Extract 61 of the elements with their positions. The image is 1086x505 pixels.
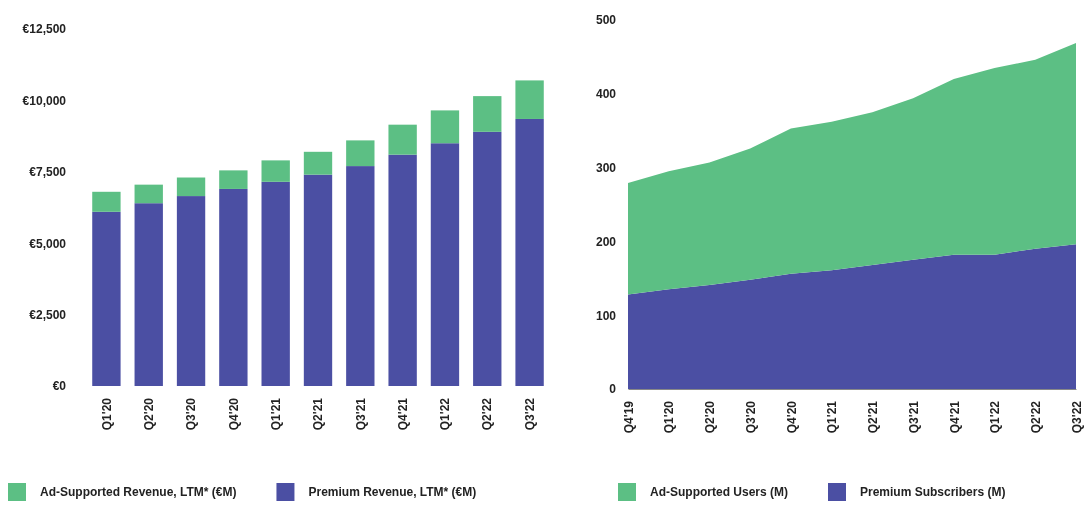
x-tick-label: Q4'21 [395, 397, 410, 431]
y-tick-label: €12,500 [22, 22, 67, 37]
legend-label: Premium Revenue, LTM* (€M) [308, 485, 477, 499]
bar [134, 184, 163, 204]
x-tick-label: Q3'20 [743, 400, 758, 434]
bar [473, 96, 502, 132]
x-tick-label: Q3'20 [184, 397, 199, 431]
x-tick-label: Q1'20 [662, 400, 677, 434]
y-tick-label: €10,000 [22, 93, 67, 108]
bar [219, 170, 248, 189]
bar [303, 174, 333, 386]
x-tick-label: Q1'21 [268, 397, 283, 431]
y-tick-label: 400 [595, 87, 617, 102]
bar [388, 124, 417, 155]
bar [430, 110, 460, 144]
bar [430, 143, 460, 386]
x-tick-label: Q2'21 [311, 397, 326, 431]
y-tick-label: 0 [609, 382, 617, 397]
y-tick-label: €0 [52, 379, 67, 394]
bar [261, 160, 290, 182]
legend-label: Premium Subscribers (M) [860, 485, 1006, 499]
x-tick-label: Q2'20 [703, 400, 718, 434]
x-tick-label: Q1'22 [438, 397, 453, 431]
x-tick-label: Q2'20 [141, 397, 156, 431]
x-tick-label: Q4'21 [947, 400, 962, 434]
x-tick-label: Q2'22 [480, 397, 495, 431]
x-tick-label: Q4'20 [226, 397, 241, 431]
legend-label: Ad-Supported Revenue, LTM* (€M) [40, 485, 237, 499]
bar [388, 154, 417, 386]
bar [176, 177, 206, 197]
bar [303, 151, 333, 175]
x-tick-label: Q1'20 [99, 397, 114, 431]
bar [346, 140, 375, 167]
x-tick-label: Q3'22 [1069, 400, 1084, 434]
y-tick-label: 200 [595, 234, 617, 249]
bar [346, 166, 375, 386]
bar [92, 211, 121, 386]
x-tick-label: Q4'20 [784, 400, 799, 434]
y-tick-label: 500 [595, 13, 617, 28]
bar [473, 131, 502, 386]
legend-label: Ad-Supported Users (M) [650, 485, 788, 499]
x-tick-label: Q2'21 [866, 400, 881, 434]
bar [134, 203, 163, 386]
x-tick-label: Q1'21 [825, 400, 840, 434]
bar [176, 196, 206, 386]
bar [515, 118, 544, 386]
x-tick-label: Q3'21 [906, 400, 921, 434]
bar [92, 191, 121, 212]
x-tick-label: Q4'19 [621, 400, 636, 434]
y-tick-label: €2,500 [29, 307, 67, 322]
y-tick-label: 100 [595, 308, 617, 323]
bar [261, 181, 290, 386]
x-tick-label: Q3'21 [353, 397, 368, 431]
y-tick-label: €7,500 [29, 165, 67, 180]
bar [515, 80, 544, 119]
y-tick-label: 300 [595, 160, 617, 175]
x-tick-label: Q3'22 [522, 397, 537, 431]
x-tick-label: Q1'22 [988, 400, 1003, 434]
bar [219, 188, 248, 386]
x-tick-label: Q2'22 [1028, 400, 1043, 434]
y-tick-label: €5,000 [29, 236, 67, 251]
